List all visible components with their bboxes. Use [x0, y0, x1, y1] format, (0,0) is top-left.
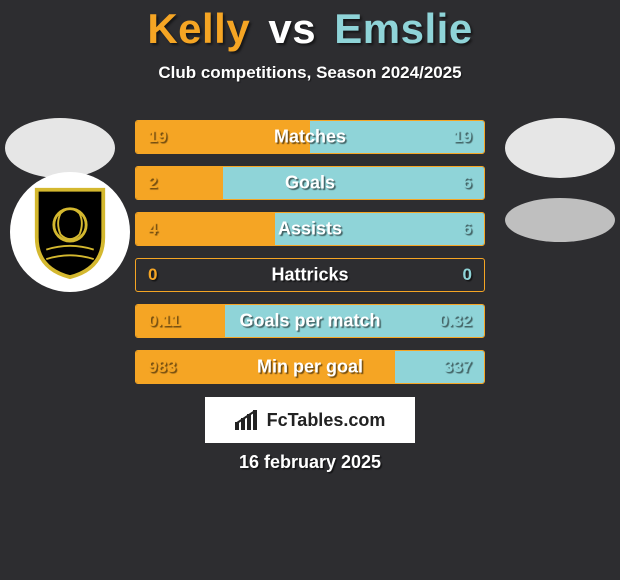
- player2-avatar: [500, 100, 620, 220]
- shield-icon: [31, 185, 109, 280]
- snapshot-date: 16 february 2025: [0, 452, 620, 473]
- stat-bar: 1919Matches: [135, 120, 485, 154]
- stat-label: Assists: [136, 219, 484, 240]
- player1-club-crest: [10, 172, 130, 292]
- stat-label: Hattricks: [136, 265, 484, 286]
- branding-badge: FcTables.com: [205, 397, 415, 443]
- player2-name: Emslie: [334, 5, 472, 52]
- stat-label: Min per goal: [136, 357, 484, 378]
- stat-bar: 983337Min per goal: [135, 350, 485, 384]
- stat-bar: 46Assists: [135, 212, 485, 246]
- chart-icon: [235, 410, 261, 430]
- stat-label: Matches: [136, 127, 484, 148]
- stat-label: Goals per match: [136, 311, 484, 332]
- stat-bar: 26Goals: [135, 166, 485, 200]
- avatar-head-icon: [505, 118, 615, 178]
- branding-text: FcTables.com: [267, 410, 386, 431]
- avatar-body-icon: [505, 198, 615, 242]
- avatar-head-icon: [5, 118, 115, 178]
- subtitle: Club competitions, Season 2024/2025: [0, 63, 620, 83]
- stat-bars: 1919Matches 26Goals 46Assists 00Hattricks 0.…: [135, 120, 485, 396]
- stat-label: Goals: [136, 173, 484, 194]
- comparison-title: Kelly vs Emslie: [0, 0, 620, 53]
- vs-text: vs: [268, 5, 316, 52]
- player1-name: Kelly: [147, 5, 250, 52]
- stat-bar: 00Hattricks: [135, 258, 485, 292]
- stat-bar: 0.110.32Goals per match: [135, 304, 485, 338]
